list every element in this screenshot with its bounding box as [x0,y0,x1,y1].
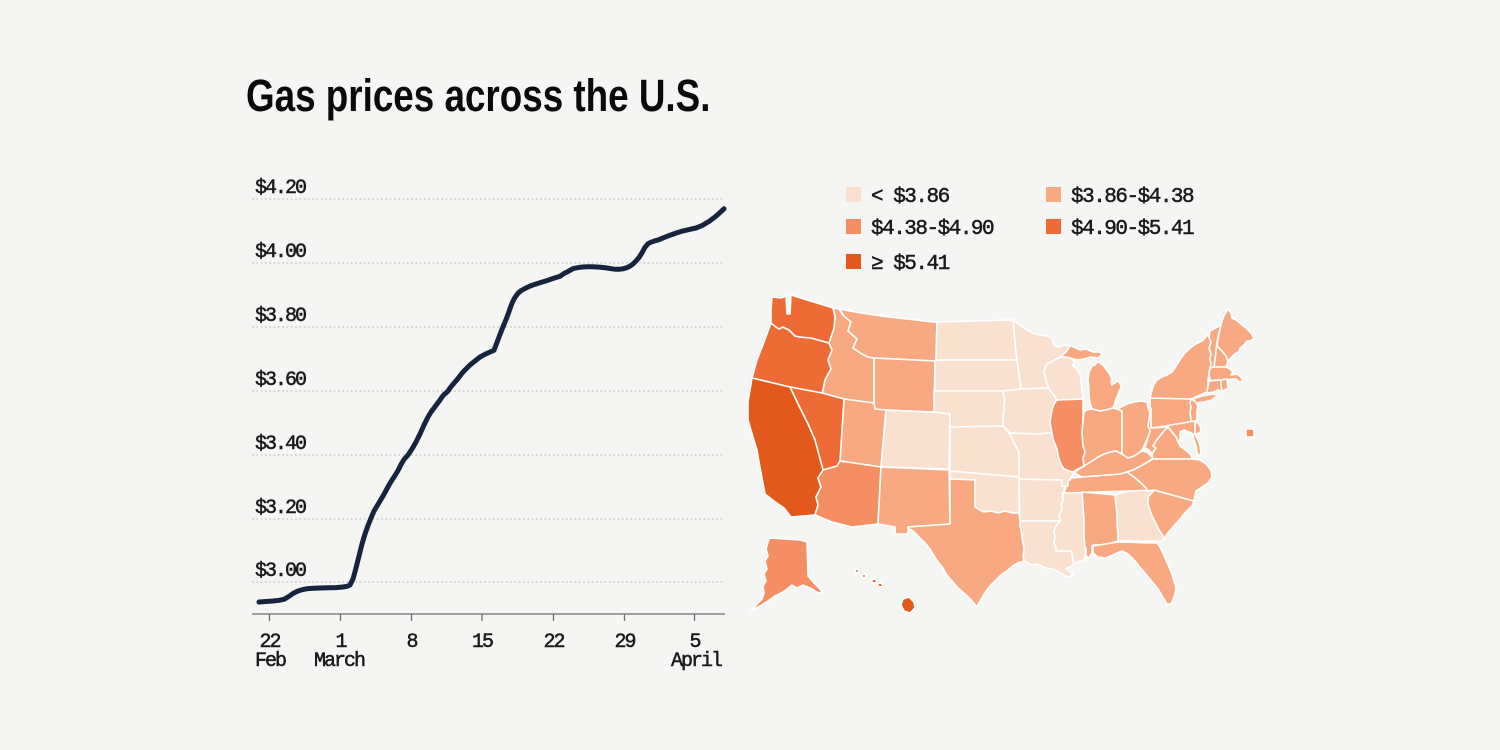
svg-text:March: March [314,650,365,673]
svg-text:$3.80: $3.80 [255,305,306,328]
svg-text:$4.00: $4.00 [255,241,306,264]
svg-text:15: 15 [472,631,493,654]
svg-text:8: 8 [406,631,417,654]
svg-text:$4.20: $4.20 [255,177,306,200]
svg-text:$4.90-$5.41: $4.90-$5.41 [1071,218,1194,241]
svg-text:≥ $5.41: ≥ $5.41 [871,253,950,276]
svg-text:$3.86-$4.38: $3.86-$4.38 [1071,186,1194,209]
svg-text:April: April [671,650,722,673]
svg-text:$3.20: $3.20 [255,497,306,520]
svg-text:22: 22 [543,631,564,654]
svg-text:$3.40: $3.40 [255,433,306,456]
svg-text:5: 5 [689,631,700,654]
svg-text:22: 22 [259,631,280,654]
svg-text:$3.60: $3.60 [255,369,306,392]
svg-text:< $3.86: < $3.86 [871,186,950,209]
svg-text:$4.38-$4.90: $4.38-$4.90 [871,218,994,241]
svg-text:29: 29 [614,631,635,654]
svg-text:$3.00: $3.00 [255,560,306,583]
svg-text:Feb: Feb [255,650,286,673]
